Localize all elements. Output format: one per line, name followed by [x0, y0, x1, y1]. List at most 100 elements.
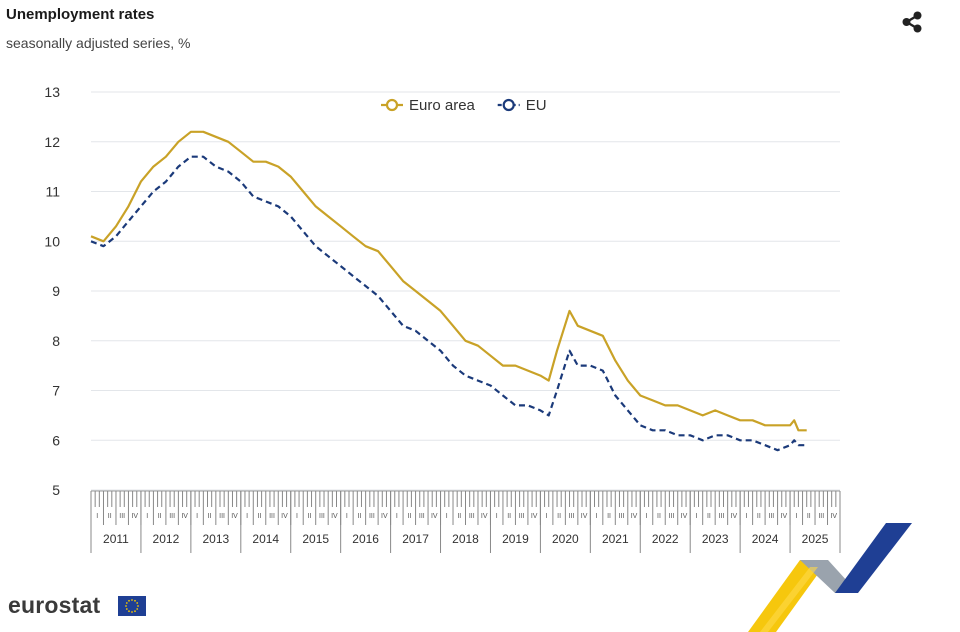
x-quarter-label: III [569, 513, 575, 520]
chart-legend: Euro area EU [381, 97, 547, 114]
x-quarter-label: III [469, 513, 475, 520]
x-year-label: 2022 [652, 532, 679, 546]
flag-star [131, 599, 133, 601]
chart-grid [91, 91, 840, 491]
x-quarter-label: II [707, 513, 711, 520]
y-tick-label: 11 [45, 184, 60, 200]
y-axis-ticks: 5 6 7 8 9 10 11 12 13 [44, 84, 60, 498]
x-quarter-label: III [319, 513, 325, 520]
flag-star [137, 605, 139, 607]
legend-label: EU [526, 97, 547, 114]
chart-title: Unemployment rates [6, 6, 155, 23]
x-quarter-label: II [657, 513, 661, 520]
x-quarter-label: IV [381, 513, 388, 520]
x-year-label: 2012 [153, 532, 180, 546]
x-quarter-label: II [208, 513, 212, 520]
x-quarter-label: I [546, 513, 548, 520]
eurostat-chevron-graphic [748, 523, 912, 632]
x-year-label: 2014 [252, 532, 279, 546]
x-quarter-label: I [246, 513, 248, 520]
x-quarter-label: II [258, 513, 262, 520]
x-quarter-label: IV [331, 513, 338, 520]
x-quarter-label: I [146, 513, 148, 520]
x-quarter-label: III [169, 513, 175, 520]
x-quarter-label: II [108, 513, 112, 520]
x-year-label: 2018 [452, 532, 479, 546]
share-icon [902, 11, 922, 33]
chart-subtitle: seasonally adjusted series, % [6, 35, 191, 51]
x-quarter-label: I [695, 513, 697, 520]
y-tick-label: 12 [44, 134, 60, 150]
x-quarter-label: III [419, 513, 425, 520]
x-quarter-label: II [757, 513, 761, 520]
x-year-label: 2017 [402, 532, 429, 546]
flag-star [128, 599, 130, 602]
x-quarter-label: II [407, 513, 411, 520]
x-quarter-label: I [795, 513, 797, 520]
flag-star [136, 602, 139, 604]
x-quarter-label: I [96, 513, 98, 520]
x-quarter-label: IV [681, 513, 688, 520]
x-year-label: 2023 [702, 532, 729, 546]
x-quarter-label: III [269, 513, 275, 520]
x-quarter-label: I [296, 513, 298, 520]
x-quarter-label: III [219, 513, 225, 520]
x-year-label: 2019 [502, 532, 529, 546]
chart-series [90, 130, 807, 452]
x-year-label: 2021 [602, 532, 629, 546]
legend-marker [385, 98, 399, 112]
x-quarter-label: II [158, 513, 162, 520]
x-quarter-label: III [519, 513, 525, 520]
x-year-label: 2024 [752, 532, 779, 546]
x-quarter-label: II [607, 513, 611, 520]
x-quarter-label: III [818, 513, 824, 520]
flag-star [134, 610, 136, 613]
x-quarter-label: II [557, 513, 561, 520]
x-quarter-label: I [646, 513, 648, 520]
x-quarter-label: I [745, 513, 747, 520]
x-year-label: 2025 [802, 532, 829, 546]
x-quarter-label: III [369, 513, 375, 520]
x-quarter-label: I [446, 513, 448, 520]
x-year-label: 2016 [352, 532, 379, 546]
x-quarter-label: IV [431, 513, 438, 520]
x-quarter-label: IV [281, 513, 288, 520]
flag-star [131, 611, 133, 613]
x-quarter-label: IV [181, 513, 188, 520]
x-quarter-label: I [496, 513, 498, 520]
eu-flag-icon [118, 596, 146, 616]
y-tick-label: 5 [52, 482, 60, 498]
flag-star [136, 608, 139, 610]
x-quarter-label: III [669, 513, 675, 520]
x-quarter-label: IV [231, 513, 238, 520]
flag-star [134, 599, 136, 602]
x-quarter-label: III [619, 513, 625, 520]
x-quarter-label: IV [830, 513, 837, 520]
x-year-label: 2013 [202, 532, 229, 546]
y-tick-label: 8 [52, 333, 60, 349]
series-line-euro-area [90, 130, 807, 432]
x-quarter-label: II [807, 513, 811, 520]
x-quarter-label: II [507, 513, 511, 520]
x-year-label: 2011 [103, 532, 129, 546]
x-quarter-label: IV [581, 513, 588, 520]
x-quarter-label: IV [731, 513, 738, 520]
x-quarter-label: I [346, 513, 348, 520]
x-quarter-label: IV [531, 513, 538, 520]
x-quarter-label: I [396, 513, 398, 520]
x-quarter-label: II [308, 513, 312, 520]
series-line-eu [90, 155, 807, 452]
legend-marker [502, 98, 515, 112]
y-tick-label: 13 [44, 84, 60, 100]
flag-star [125, 605, 127, 607]
flag-star [128, 610, 130, 613]
y-tick-label: 6 [52, 432, 60, 448]
flag-star [125, 608, 128, 610]
y-tick-label: 10 [44, 233, 60, 249]
x-quarter-label: II [457, 513, 461, 520]
x-quarter-label: III [119, 513, 125, 520]
share-button[interactable] [897, 8, 927, 38]
x-quarter-label: IV [631, 513, 638, 520]
x-quarter-label: IV [481, 513, 488, 520]
